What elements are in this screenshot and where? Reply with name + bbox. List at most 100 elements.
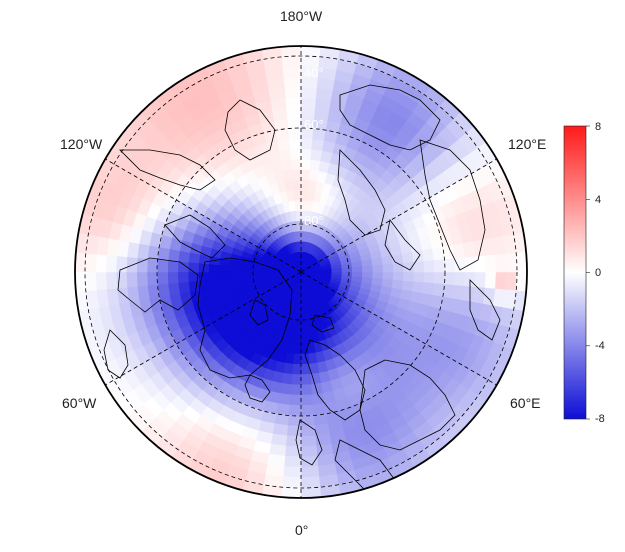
field-cell (300, 425, 316, 437)
field-cell (146, 271, 159, 286)
coastline (117, 257, 199, 313)
field-cell (443, 258, 456, 273)
field-cell (284, 86, 302, 99)
field-cell (484, 254, 497, 273)
field-cell (291, 363, 302, 376)
coastline (224, 99, 276, 161)
coastline (249, 299, 269, 326)
lon-label-60W: 60°W (62, 395, 97, 411)
field-cell (392, 271, 405, 282)
field-cell (300, 302, 305, 314)
field-cell (423, 260, 435, 273)
field-cell (167, 260, 179, 273)
coastline (384, 219, 421, 271)
field-cell (239, 271, 251, 278)
field-cell (84, 271, 97, 292)
field-cell (432, 246, 445, 261)
colorbar-tick-label: -8 (595, 413, 605, 425)
field-cell (300, 46, 322, 58)
field-cell (285, 97, 302, 109)
field-cell (300, 312, 306, 324)
field-cell (300, 455, 319, 468)
field-cell (115, 271, 128, 289)
colorbar-tick-label: 8 (595, 121, 602, 133)
field-cell (505, 271, 518, 292)
field-cell (126, 271, 138, 288)
field-cell (286, 189, 296, 202)
field-cell (177, 281, 191, 294)
coastline (295, 419, 323, 466)
field-cell (282, 466, 302, 478)
field-cell (177, 271, 189, 284)
coastline (197, 257, 293, 379)
field-cell (197, 271, 210, 282)
lon-label-180W: 180°W (280, 8, 323, 24)
field-cell (280, 46, 302, 58)
field-cell (454, 271, 466, 287)
field-cell (218, 271, 230, 280)
field-cell (290, 373, 302, 386)
field-cell (505, 252, 518, 273)
field-cell (443, 271, 456, 286)
field-cell (218, 264, 230, 273)
map-boundary (74, 45, 528, 499)
coastline (244, 374, 271, 403)
field-cell (495, 253, 507, 273)
field-cell (156, 259, 169, 273)
field-cell (208, 263, 220, 273)
field-cell (515, 271, 527, 293)
field-cell (382, 263, 394, 273)
field-cell (282, 66, 302, 78)
field-cell (282, 169, 294, 182)
coastline (339, 84, 441, 151)
field-cell (371, 257, 384, 267)
field-cell (422, 282, 435, 296)
field-cell (300, 189, 309, 201)
meridian-line (300, 271, 497, 386)
field-cell (208, 271, 220, 281)
field-cell (75, 271, 87, 293)
field-cell (289, 384, 302, 396)
field-cell (157, 246, 170, 261)
field-cell (288, 404, 302, 417)
lat-label-60: 60° (304, 117, 324, 132)
field-cell (402, 271, 415, 283)
field-cell (372, 271, 384, 280)
colorbar (563, 125, 587, 420)
field-cell (474, 271, 487, 289)
field-cell (167, 248, 180, 262)
field-cell (283, 76, 302, 89)
field-cell (285, 435, 302, 447)
field-cell (308, 362, 320, 375)
field-cell (249, 271, 261, 277)
lat-label-80: 80° (304, 213, 324, 228)
field-cell (218, 277, 231, 287)
colorbar-tick-label: 0 (595, 267, 602, 279)
field-cell (474, 255, 487, 273)
field-cell (228, 271, 240, 279)
field-cell (300, 148, 313, 160)
field-cell (188, 280, 201, 292)
field-cell (281, 159, 293, 172)
field-cell (372, 264, 384, 273)
field-cell (515, 251, 527, 273)
field-cell (95, 253, 107, 273)
field-cell (283, 455, 302, 468)
field-cell (362, 265, 374, 273)
field-cell (287, 117, 302, 130)
field-cell (293, 343, 302, 355)
field-cell (280, 486, 302, 498)
field-cell (341, 267, 353, 273)
field-cell (292, 353, 302, 365)
colorbar-ticks (586, 125, 590, 420)
field-cell (95, 271, 107, 291)
lon-label-120W: 120°W (60, 136, 103, 152)
field-cell (281, 476, 302, 489)
field-cell (433, 271, 446, 285)
field-cell (312, 403, 327, 416)
field-cell (289, 138, 302, 150)
field-cell (433, 259, 446, 273)
latitude-circle (84, 55, 518, 489)
field-cell (277, 138, 291, 151)
field-cell (297, 230, 302, 242)
